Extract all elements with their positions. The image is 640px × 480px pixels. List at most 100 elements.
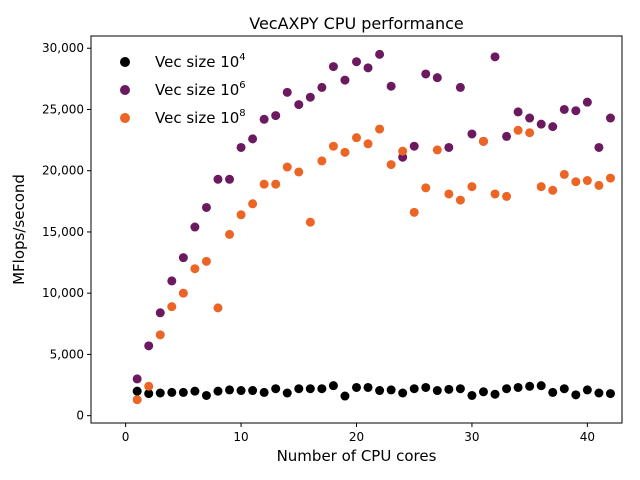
series-0-point (225, 385, 235, 395)
series-0-point (548, 387, 558, 397)
series-0-point (490, 389, 500, 399)
series-2-point (225, 229, 235, 239)
series-1-point (294, 100, 304, 110)
series-0-point (513, 382, 523, 392)
series-1-point (317, 82, 327, 92)
series-0-point (444, 384, 454, 394)
series-2-point (571, 177, 581, 187)
series-1-point (490, 52, 500, 62)
series-0-point (282, 388, 292, 398)
series-1-point (248, 134, 258, 144)
series-2-point (144, 381, 154, 391)
legend-label-exponent: 4 (239, 52, 245, 63)
series-0-point (467, 390, 477, 400)
series-1-point (201, 202, 211, 212)
series-0-point (132, 386, 142, 396)
chart-title: VecAXPY CPU performance (249, 14, 464, 33)
series-0-point (213, 386, 223, 396)
x-tick-label: 10 (233, 430, 248, 444)
x-tick-label: 20 (349, 430, 364, 444)
y-axis-title: MFlops/second (10, 174, 28, 285)
y-tick-label: 20,000 (42, 164, 84, 178)
series-0-point (340, 391, 350, 401)
series-1-point (594, 142, 604, 152)
series-0-point (409, 384, 419, 394)
series-2-point (178, 288, 188, 298)
series-1-point (132, 374, 142, 384)
series-2-point (409, 207, 419, 217)
series-1-point (225, 174, 235, 184)
series-2-point (513, 125, 523, 135)
series-2-point (386, 160, 396, 170)
series-2-point (421, 183, 431, 193)
series-2-point (548, 185, 558, 195)
series-0-point (582, 385, 592, 395)
series-1-point (155, 308, 165, 318)
y-tick-label: 0 (76, 409, 84, 423)
y-tick-label: 15,000 (42, 225, 84, 239)
y-tick-label: 25,000 (42, 102, 84, 116)
series-0-point (421, 382, 431, 392)
series-0-point (559, 384, 569, 394)
legend-label: Vec size 106 (155, 80, 246, 99)
series-1-point (432, 73, 442, 83)
series-2-point (317, 156, 327, 166)
series-1-point (467, 129, 477, 139)
series-1-point (409, 141, 419, 151)
series-2-point (502, 191, 512, 201)
series-1-point (502, 131, 512, 141)
data-points (132, 49, 615, 405)
series-1-point (178, 253, 188, 263)
series-2-point (582, 176, 592, 186)
series-0-point (294, 384, 304, 394)
legend-marker (120, 85, 130, 95)
plot-area (90, 35, 623, 424)
x-tick-label: 30 (464, 430, 479, 444)
series-0-point (271, 384, 281, 394)
series-0-point (236, 386, 246, 396)
series-0-point (398, 388, 408, 398)
series-2-point (190, 264, 200, 274)
series-2-point (132, 395, 142, 405)
series-0-point (536, 381, 546, 391)
series-2-point (490, 189, 500, 199)
series-0-point (190, 386, 200, 396)
series-1-point (190, 222, 200, 232)
series-1-point (386, 81, 396, 91)
series-0-point (352, 382, 361, 392)
series-2-point (559, 169, 569, 179)
series-2-point (398, 146, 408, 156)
series-0-point (432, 386, 442, 396)
series-1-point (236, 142, 246, 152)
series-2-point (536, 182, 546, 192)
series-2-point (248, 199, 258, 209)
series-1-point (352, 57, 361, 67)
series-1-point (444, 142, 454, 152)
series-0-point (375, 386, 385, 396)
x-axis-title: Number of CPU cores (277, 447, 437, 465)
series-1-point (536, 119, 546, 129)
series-1-point (340, 75, 350, 85)
series-1-point (213, 174, 223, 184)
series-0-point (525, 381, 535, 391)
series-1-point (167, 276, 177, 286)
series-0-point (167, 387, 177, 397)
series-1-point (305, 92, 315, 102)
x-axis-ticks: 0 10 20 30 40 (122, 423, 595, 444)
series-1-point (282, 87, 292, 97)
series-2-point (305, 217, 315, 227)
series-1-point (513, 107, 523, 117)
series-0-point (248, 386, 258, 396)
series-2-point (444, 189, 454, 199)
series-1-point (144, 341, 154, 351)
series-0-point (363, 382, 373, 392)
series-2-point (259, 179, 269, 189)
series-2-point (605, 173, 615, 183)
series-2-point (525, 128, 535, 138)
series-2-point (594, 180, 604, 190)
series-0-point (502, 384, 512, 394)
series-2-point (340, 147, 350, 157)
series-1-point (525, 113, 535, 123)
